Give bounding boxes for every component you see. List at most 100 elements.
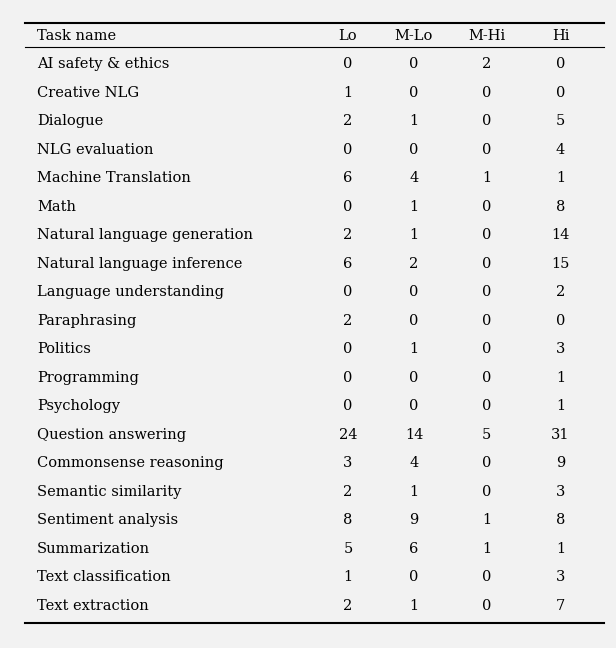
Text: 0: 0 [482, 371, 492, 385]
Text: Sentiment analysis: Sentiment analysis [37, 513, 178, 527]
Text: Text classification: Text classification [37, 570, 171, 584]
Text: 1: 1 [556, 399, 565, 413]
Text: 6: 6 [343, 257, 353, 271]
Text: 5: 5 [343, 542, 353, 556]
Text: 0: 0 [409, 285, 419, 299]
Text: 0: 0 [409, 399, 419, 413]
Text: 1: 1 [556, 371, 565, 385]
Text: 3: 3 [343, 456, 353, 470]
Text: 7: 7 [556, 599, 565, 613]
Text: 0: 0 [343, 399, 353, 413]
Text: 0: 0 [343, 285, 353, 299]
Text: 31: 31 [551, 428, 570, 442]
Text: 0: 0 [482, 570, 492, 584]
Text: 9: 9 [409, 513, 419, 527]
Text: 1: 1 [482, 542, 491, 556]
Text: 0: 0 [482, 114, 492, 128]
Text: 0: 0 [409, 371, 419, 385]
Text: 0: 0 [409, 314, 419, 328]
Text: 0: 0 [482, 485, 492, 499]
Text: 2: 2 [409, 257, 419, 271]
Text: Lo: Lo [339, 29, 357, 43]
Text: 0: 0 [482, 228, 492, 242]
Text: 4: 4 [409, 456, 419, 470]
Text: 1: 1 [482, 513, 491, 527]
Text: 1: 1 [556, 171, 565, 185]
Text: 3: 3 [556, 570, 565, 584]
Text: Natural language inference: Natural language inference [37, 257, 242, 271]
Text: NLG evaluation: NLG evaluation [37, 143, 153, 157]
Text: 0: 0 [343, 143, 353, 157]
Text: 0: 0 [482, 456, 492, 470]
Text: 8: 8 [556, 200, 565, 214]
Text: Math: Math [37, 200, 76, 214]
Text: 5: 5 [556, 114, 565, 128]
Text: 1: 1 [410, 228, 418, 242]
Text: Text extraction: Text extraction [37, 599, 148, 613]
Text: 0: 0 [482, 285, 492, 299]
Text: 1: 1 [410, 342, 418, 356]
Text: Hi: Hi [552, 29, 569, 43]
Text: 5: 5 [482, 428, 492, 442]
Text: 0: 0 [482, 599, 492, 613]
Text: 2: 2 [556, 285, 565, 299]
Text: 0: 0 [409, 57, 419, 71]
Text: Psychology: Psychology [37, 399, 120, 413]
Text: 3: 3 [556, 342, 565, 356]
Text: 2: 2 [343, 314, 353, 328]
Text: 0: 0 [409, 86, 419, 100]
Text: Semantic similarity: Semantic similarity [37, 485, 181, 499]
Text: 1: 1 [482, 171, 491, 185]
Text: 1: 1 [556, 542, 565, 556]
Text: 1: 1 [410, 114, 418, 128]
Text: 0: 0 [482, 257, 492, 271]
Text: Question answering: Question answering [37, 428, 186, 442]
Text: 0: 0 [343, 200, 353, 214]
Text: Programming: Programming [37, 371, 139, 385]
Text: 0: 0 [482, 86, 492, 100]
Text: 0: 0 [482, 342, 492, 356]
Text: 4: 4 [409, 171, 419, 185]
Text: 6: 6 [409, 542, 419, 556]
Text: 2: 2 [343, 599, 353, 613]
Text: 1: 1 [410, 200, 418, 214]
Text: Politics: Politics [37, 342, 91, 356]
Text: 0: 0 [556, 57, 565, 71]
Text: 1: 1 [410, 485, 418, 499]
Text: 0: 0 [343, 342, 353, 356]
Text: 2: 2 [343, 485, 353, 499]
Text: 4: 4 [556, 143, 565, 157]
Text: 1: 1 [410, 599, 418, 613]
Text: 8: 8 [556, 513, 565, 527]
Text: 14: 14 [405, 428, 423, 442]
Text: 14: 14 [551, 228, 570, 242]
Text: Summarization: Summarization [37, 542, 150, 556]
Text: 0: 0 [482, 143, 492, 157]
Text: 0: 0 [343, 371, 353, 385]
Text: 3: 3 [556, 485, 565, 499]
Text: 0: 0 [409, 143, 419, 157]
Text: Creative NLG: Creative NLG [37, 86, 139, 100]
Text: Natural language generation: Natural language generation [37, 228, 253, 242]
Text: M-Lo: M-Lo [395, 29, 433, 43]
Text: Language understanding: Language understanding [37, 285, 224, 299]
Text: 0: 0 [409, 570, 419, 584]
Text: AI safety & ethics: AI safety & ethics [37, 57, 169, 71]
Text: 0: 0 [482, 399, 492, 413]
Text: 0: 0 [343, 57, 353, 71]
Text: 9: 9 [556, 456, 565, 470]
Text: 2: 2 [482, 57, 492, 71]
Text: 2: 2 [343, 114, 353, 128]
Text: Machine Translation: Machine Translation [37, 171, 191, 185]
Text: M-Hi: M-Hi [468, 29, 505, 43]
Text: 0: 0 [482, 200, 492, 214]
Text: Commonsense reasoning: Commonsense reasoning [37, 456, 224, 470]
Text: 1: 1 [344, 570, 352, 584]
Text: 0: 0 [556, 314, 565, 328]
Text: 2: 2 [343, 228, 353, 242]
Text: 8: 8 [343, 513, 353, 527]
Text: 0: 0 [556, 86, 565, 100]
Text: Paraphrasing: Paraphrasing [37, 314, 136, 328]
Text: Task name: Task name [37, 29, 116, 43]
Text: 6: 6 [343, 171, 353, 185]
